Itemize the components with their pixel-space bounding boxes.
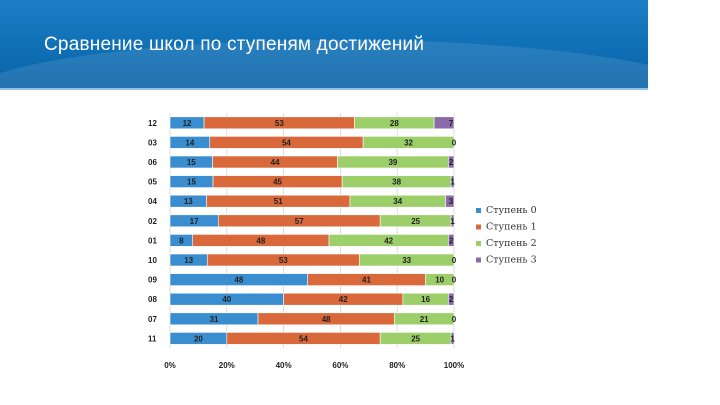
data-label: 42 — [384, 236, 393, 245]
category-label: 06 — [148, 158, 157, 167]
data-label: 16 — [421, 295, 430, 304]
legend-label: Ступень 0 — [486, 205, 537, 216]
data-label: 1 — [450, 217, 455, 226]
data-label: 45 — [273, 178, 282, 187]
bar-segment-3 — [450, 175, 455, 188]
bar-segment-2 — [362, 136, 455, 149]
data-label: 25 — [411, 217, 420, 226]
bar-segment-3 — [445, 194, 455, 208]
bar-segment-3 — [433, 116, 455, 130]
data-label: 14 — [185, 138, 194, 147]
legend-swatch-1 — [476, 224, 481, 230]
page-title: Сравнение школ по ступеням достижений — [44, 34, 425, 55]
data-label: 38 — [392, 178, 401, 187]
data-label: 10 — [435, 276, 444, 285]
data-label: 1 — [450, 178, 455, 187]
legend-label: Ступень 1 — [486, 222, 537, 233]
data-label: 15 — [187, 158, 196, 167]
data-label: 53 — [279, 256, 288, 265]
bar-segment-3 — [448, 292, 455, 306]
x-tick-label: 40% — [276, 361, 292, 370]
category-label: 12 — [148, 119, 157, 128]
category-label: 05 — [148, 178, 157, 187]
bar-segment-2 — [359, 253, 455, 267]
stacked-bar-chart: 0% 20% 40% 60% 80% 100%12 12 53 28 703 14 54 32 006 15… — [148, 113, 537, 370]
legend-swatch-0 — [476, 208, 481, 213]
data-label: 34 — [393, 197, 402, 206]
header-divider — [0, 88, 648, 90]
data-label: 2 — [449, 158, 454, 167]
legend-label: Ступень 3 — [486, 255, 537, 266]
legend-label: Ступень 2 — [486, 238, 537, 249]
header-banner: Сравнение школ по ступеням достижений — [0, 0, 648, 88]
data-label: 0 — [452, 256, 457, 265]
data-label: 53 — [275, 119, 284, 128]
header-right-space — [648, 0, 720, 88]
data-label: 33 — [402, 256, 411, 265]
data-label: 15 — [187, 178, 196, 187]
category-label: 04 — [148, 197, 157, 206]
data-label: 54 — [282, 138, 291, 147]
bar-segment-2 — [394, 312, 455, 326]
bar-segment-2 — [425, 273, 455, 286]
data-label: 7 — [449, 119, 454, 128]
data-label: 40 — [222, 295, 231, 304]
category-label: 01 — [148, 236, 157, 245]
data-label: 17 — [190, 217, 199, 226]
data-label: 0 — [452, 276, 457, 285]
category-label: 11 — [148, 334, 157, 343]
bar-segment-3 — [450, 332, 455, 345]
x-tick-label: 100% — [444, 361, 464, 370]
data-label: 57 — [295, 217, 304, 226]
x-tick-label: 0% — [164, 361, 176, 370]
data-label: 32 — [404, 138, 413, 147]
data-label: 13 — [184, 197, 193, 206]
data-label: 21 — [420, 315, 429, 324]
category-label: 08 — [148, 295, 157, 304]
data-label: 13 — [184, 256, 193, 265]
bar-segment-3 — [450, 214, 455, 228]
data-label: 0 — [452, 138, 457, 147]
category-label: 10 — [148, 256, 157, 265]
data-label: 54 — [299, 334, 308, 343]
data-label: 51 — [274, 197, 283, 206]
x-tick-label: 60% — [332, 361, 348, 370]
x-tick-label: 80% — [389, 361, 405, 370]
data-label: 0 — [452, 315, 457, 324]
data-label: 25 — [411, 334, 420, 343]
category-label: 03 — [148, 138, 157, 147]
data-label: 2 — [449, 236, 454, 245]
data-label: 28 — [390, 119, 399, 128]
data-label: 41 — [362, 276, 371, 285]
category-label: 02 — [148, 217, 157, 226]
data-label: 48 — [322, 315, 331, 324]
data-label: 3 — [449, 197, 454, 206]
data-label: 44 — [271, 158, 280, 167]
legend-swatch-2 — [476, 241, 481, 246]
category-label: 07 — [148, 315, 157, 324]
data-label: 31 — [210, 315, 219, 324]
bar-segment-3 — [448, 234, 455, 247]
data-label: 8 — [179, 236, 184, 245]
data-label: 12 — [183, 119, 192, 128]
data-label: 48 — [256, 236, 265, 245]
legend-swatch-3 — [476, 257, 481, 263]
bar-segment-3 — [448, 155, 455, 169]
data-label: 2 — [449, 295, 454, 304]
data-label: 1 — [450, 334, 455, 343]
data-label: 20 — [194, 334, 203, 343]
data-label: 42 — [339, 295, 348, 304]
x-tick-label: 20% — [219, 361, 235, 370]
data-label: 48 — [234, 276, 243, 285]
category-label: 09 — [148, 276, 157, 285]
data-label: 39 — [388, 158, 397, 167]
